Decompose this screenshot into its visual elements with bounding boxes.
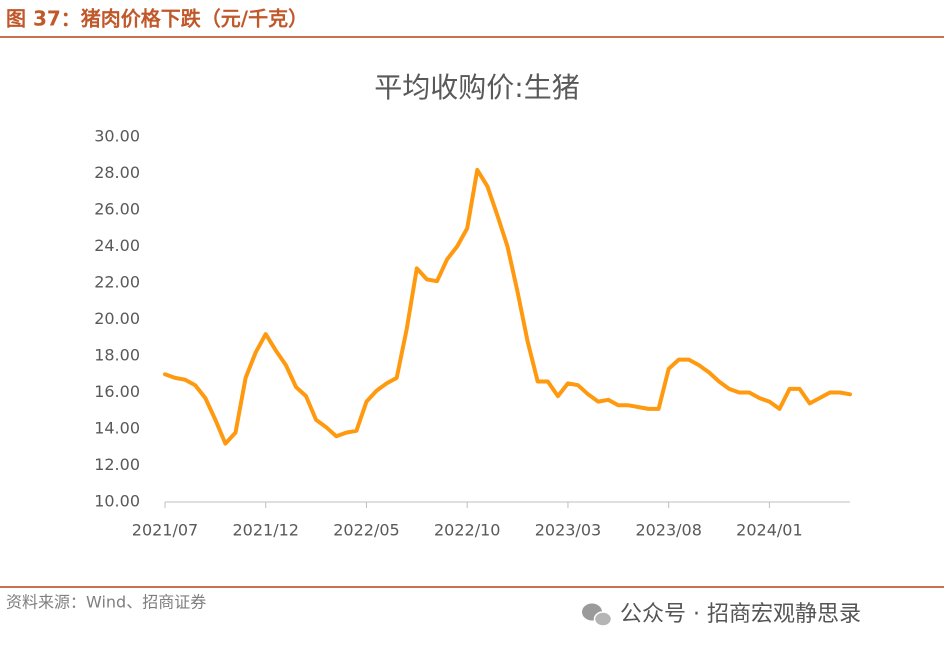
y-tick-label: 12.00 [94, 455, 140, 474]
watermark: 公众号 · 招商宏观静思录 [620, 602, 861, 627]
y-tick-label: 22.00 [94, 273, 140, 292]
y-tick-label: 18.00 [94, 346, 140, 365]
y-tick-label: 16.00 [94, 382, 140, 401]
x-tick-label: 2022/10 [434, 521, 500, 540]
x-tick-label: 2021/07 [132, 521, 198, 540]
x-tick-label: 2024/01 [736, 521, 802, 540]
x-tick-label: 2023/08 [635, 521, 701, 540]
y-tick-label: 30.00 [94, 127, 140, 146]
y-tick-label: 24.00 [94, 236, 140, 255]
source: 资料来源：Wind、招商证券 [6, 593, 206, 612]
y-tick-label: 10.00 [94, 492, 140, 511]
line-series [163, 167, 852, 446]
y-tick-label: 20.00 [94, 309, 140, 328]
wechat-icon [582, 603, 613, 627]
y-tick-label: 26.00 [94, 200, 140, 219]
y-tick-label: 28.00 [94, 163, 140, 182]
y-tick-label: 14.00 [94, 419, 140, 438]
chart-title: 平均收购价:生猪 [374, 71, 579, 104]
figure-title: 图 37：猪肉价格下跌（元/千克） [6, 7, 308, 31]
x-tick-label: 2023/03 [535, 521, 601, 540]
x-tick-label: 2021/12 [233, 521, 299, 540]
x-tick-label: 2022/05 [333, 521, 399, 540]
plot: 10.00 12.00 14.00 16.00 18.00 20.00 22.00 24.00… [94, 127, 852, 540]
